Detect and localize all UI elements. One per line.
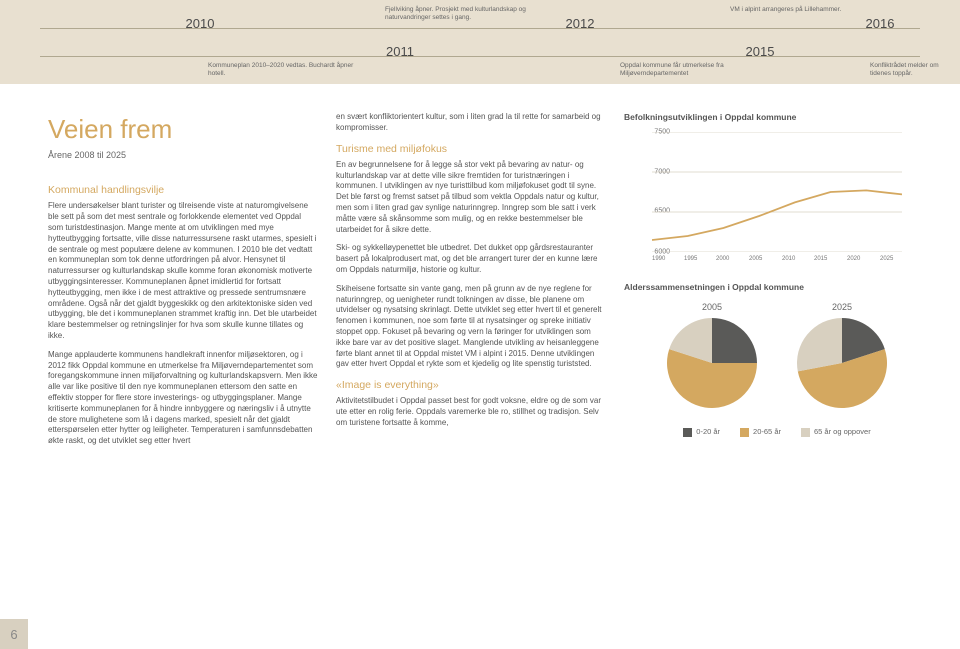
legend-item: 20-65 år [740,427,781,437]
x-tick: 2015 [814,256,827,262]
tl-year: 2011 [386,44,414,59]
body-text: en svært konfliktorientert kultur, som i… [336,112,606,134]
tl-event: Kommuneplan 2010–2020 vedtas. Buchardt å… [208,62,358,79]
tl-year: 2016 [866,16,895,31]
body-text: En av begrunnelsene for å legge så stor … [336,160,606,236]
tl-year: 2012 [566,16,595,31]
page-content: Veien frem Årene 2008 til 2025 Kommunal … [0,84,960,455]
tl-event: Konfliktrådet melder om tidenes toppår. [870,62,950,79]
legend-label: 65 år og oppover [814,427,871,436]
pie-chart-svg [797,318,887,408]
pie-year-label: 2025 [797,302,887,312]
body-text: Skiheisene fortsatte sin vante gang, men… [336,284,606,370]
section-heading: Turisme med miljøfokus [336,142,606,156]
body-text: Mange applauderte kommunens handlekraft … [48,350,318,447]
section-heading: «Image is everything» [336,378,606,392]
tl-event: Oppdal kommune får utmerkelse fra Miljøv… [620,62,770,79]
section-heading: Kommunal handlingsvilje [48,183,318,197]
legend-label: 20-65 år [753,427,781,436]
tl-event: VM i alpint arrangeres på Lillehammer. [730,6,841,14]
pie-2005: 2005 [667,302,757,413]
legend-label: 0-20 år [696,427,720,436]
pie-chart-svg [667,318,757,408]
chart-title: Alderssammensetningen i Oppdal kommune [624,282,930,292]
x-tick: 2010 [782,256,795,262]
x-tick: 2000 [716,256,729,262]
legend-item: 65 år og oppover [801,427,871,437]
tl-year: 2015 [746,44,775,59]
legend-item: 0-20 år [683,427,720,437]
chart-title: Befolkningsutviklingen i Oppdal kommune [624,112,930,122]
x-tick: 2025 [880,256,893,262]
x-tick: 1990 [652,256,665,262]
tl-year: 2010 [186,16,215,31]
body-text: Aktivitetstilbudet i Oppdal passet best … [336,396,606,428]
tl-event: Fjellviking åpner. Prosjekt med kulturla… [385,6,535,23]
x-tick: 1995 [684,256,697,262]
population-chart: 7500 7000 6500 6000 1990 1995 2000 2005 … [624,132,930,252]
pie-year-label: 2005 [667,302,757,312]
body-text: Flere undersøkelser blant turister og ti… [48,201,318,341]
timeline-upper-line [40,28,920,29]
column-right: Befolkningsutviklingen i Oppdal kommune … [624,112,930,455]
legend-swatch [801,428,810,437]
line-chart-svg [652,132,902,252]
page-subtitle: Årene 2008 til 2025 [48,149,318,161]
legend-swatch [740,428,749,437]
age-composition-chart: Alderssammensetningen i Oppdal kommune 2… [624,282,930,437]
page-title: Veien frem [48,112,318,147]
x-tick: 2005 [749,256,762,262]
body-text: Ski- og sykkelløypenettet ble utbedret. … [336,243,606,275]
column-middle: en svært konfliktorientert kultur, som i… [336,112,606,455]
page-number: 6 [0,619,28,649]
legend: 0-20 år 20-65 år 65 år og oppover [624,427,930,437]
timeline-lower-line [40,56,920,57]
legend-swatch [683,428,692,437]
column-left: Veien frem Årene 2008 til 2025 Kommunal … [48,112,318,455]
x-tick: 2020 [847,256,860,262]
pie-2025: 2025 [797,302,887,413]
timeline: 2010 2012 2016 2011 2015 Fjellviking åpn… [0,0,960,84]
